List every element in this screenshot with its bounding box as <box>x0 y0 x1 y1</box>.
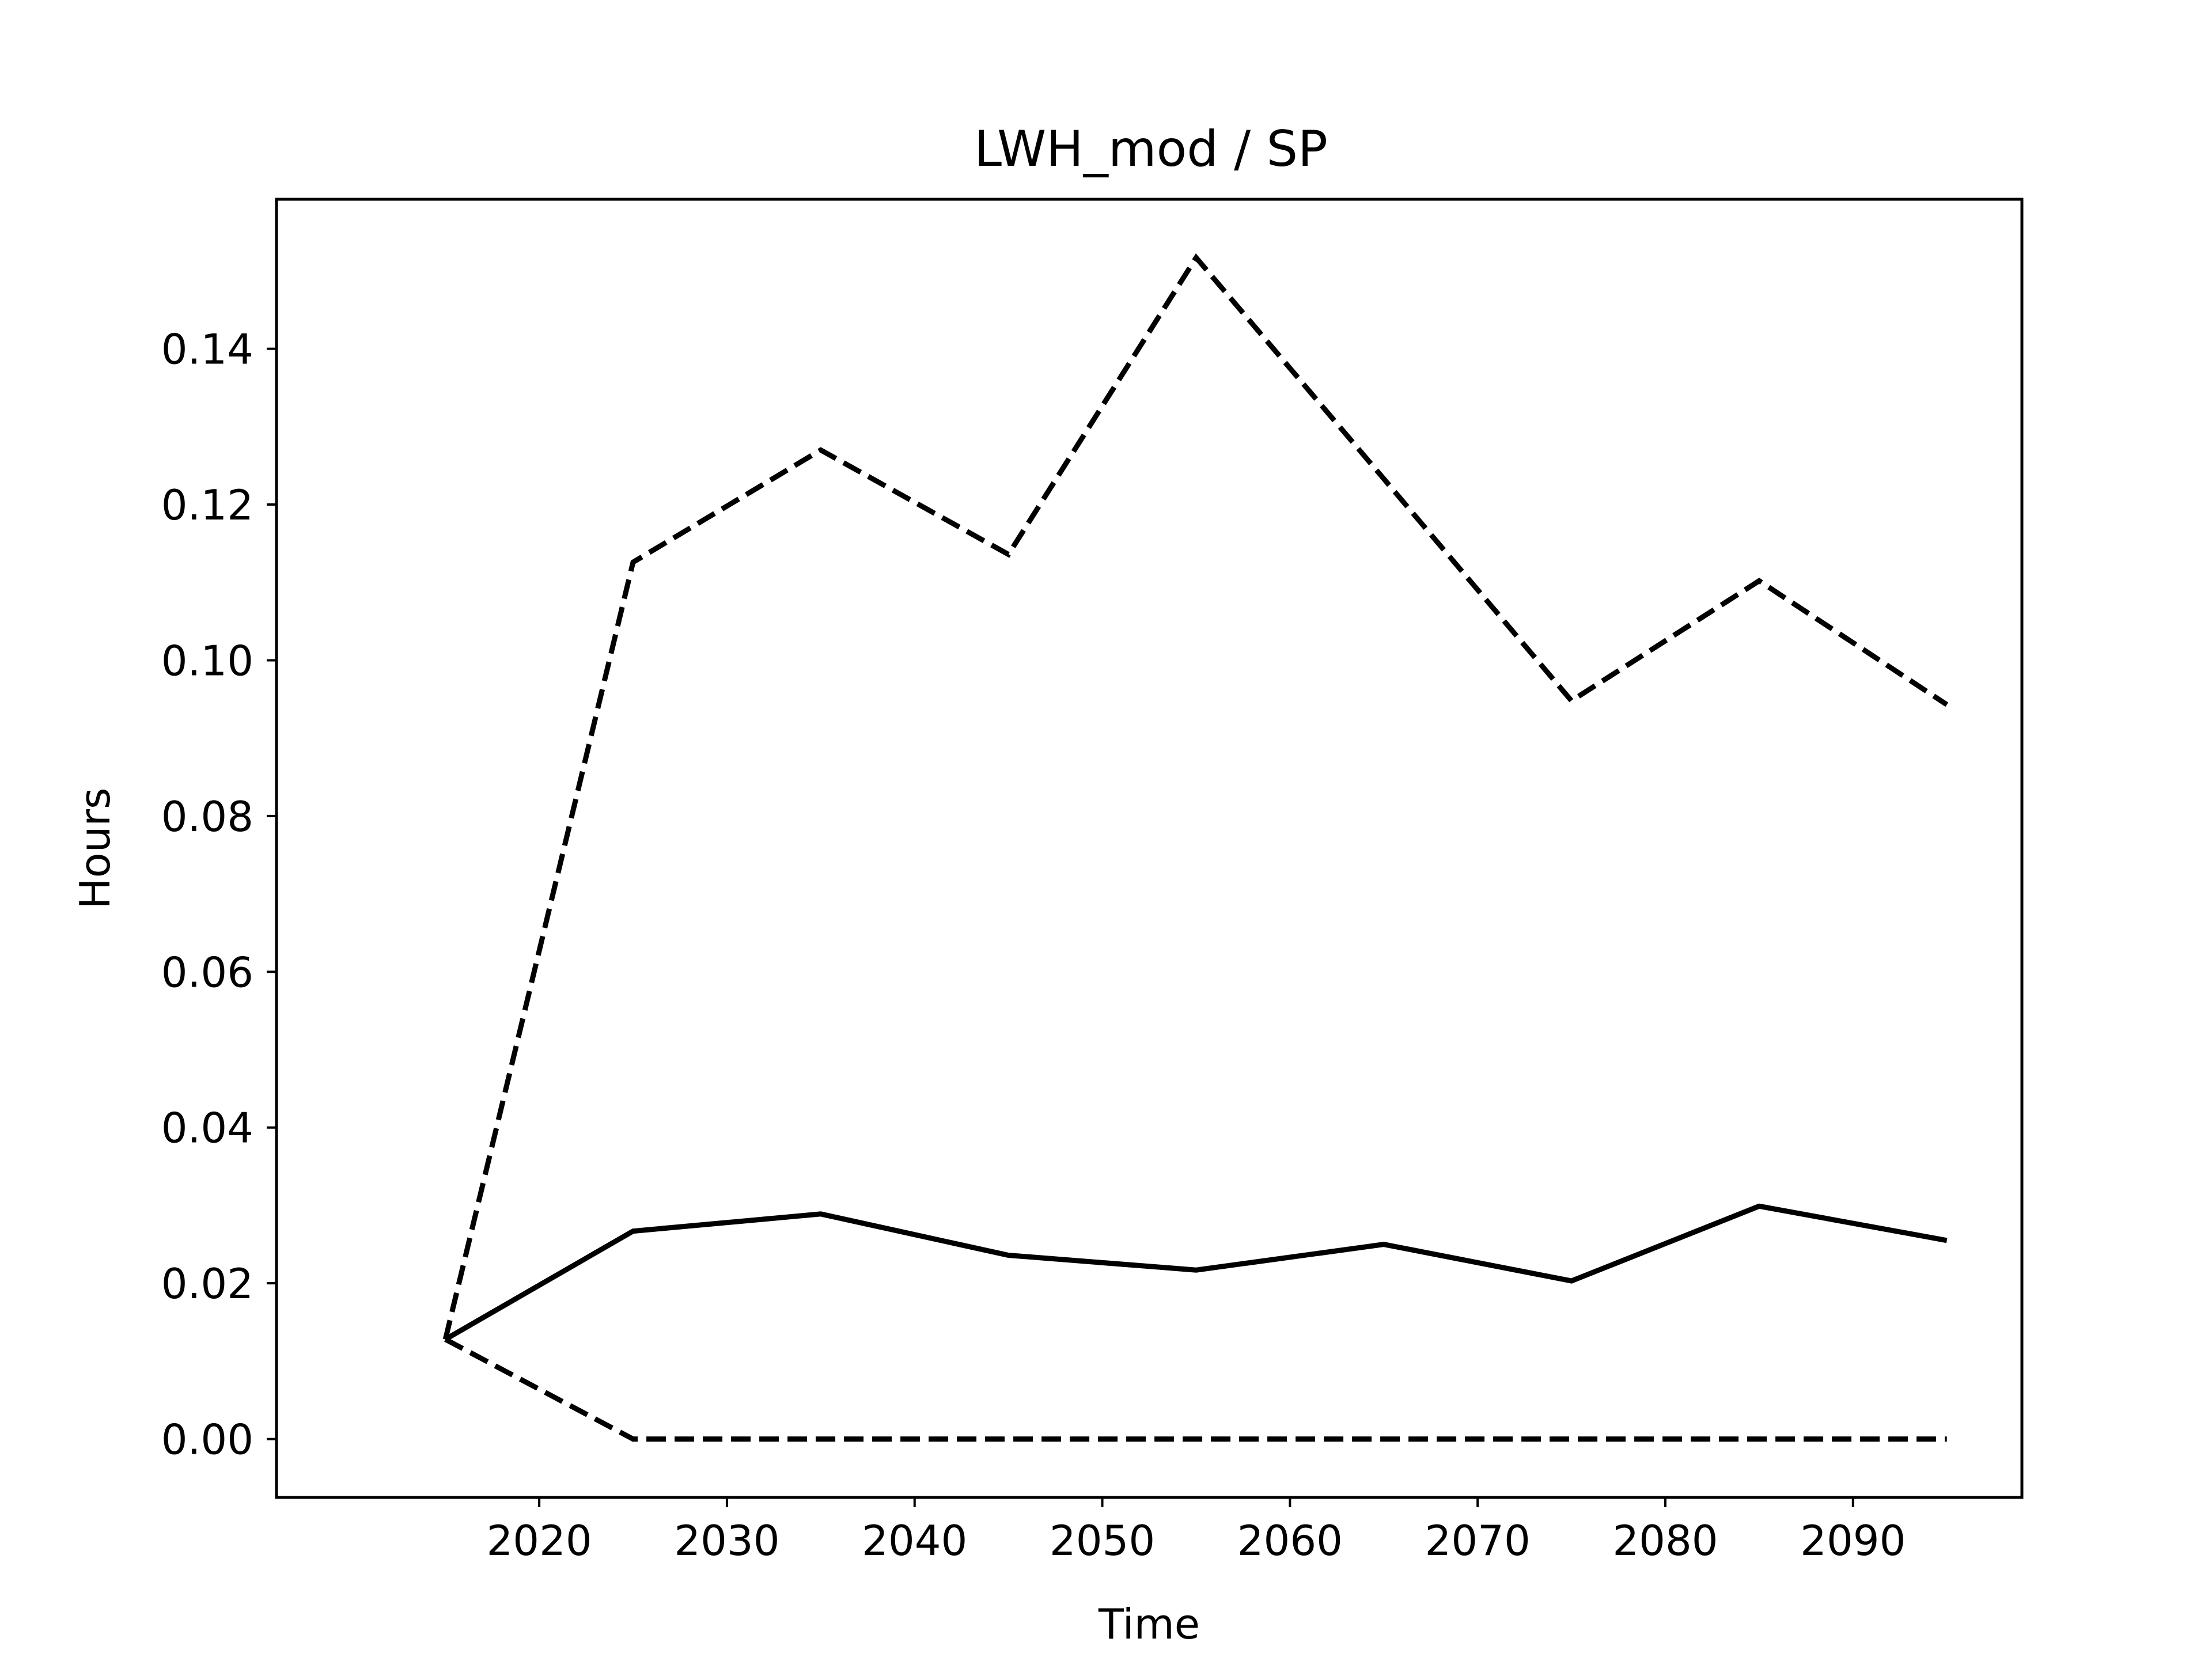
y-tick-label: 0.10 <box>161 636 253 685</box>
chart-title: LWH_mod / SP <box>974 120 1328 178</box>
series-line-2-dashed <box>442 253 1949 1340</box>
y-tick-label: 0.14 <box>161 325 253 374</box>
y-tick-label: 0.06 <box>161 948 253 996</box>
y-tick-label: 0.00 <box>161 1416 253 1464</box>
series-layer <box>442 253 1949 1442</box>
x-tick-label: 2090 <box>1800 1516 1906 1565</box>
series-line-3-dashed <box>444 1337 1947 1442</box>
y-tick-label: 0.08 <box>161 792 253 841</box>
x-axis-label: Time <box>1098 1600 1200 1648</box>
x-tick-label: 2020 <box>487 1516 592 1565</box>
x-tick-label: 2040 <box>862 1516 967 1565</box>
y-axis-label: Hours <box>71 788 119 909</box>
y-tick-label: 0.02 <box>161 1260 253 1308</box>
plot-area <box>275 198 2024 1499</box>
x-tick-label: 2070 <box>1425 1516 1531 1565</box>
x-tick-label: 2080 <box>1612 1516 1718 1565</box>
x-axis: 2020 2030 2040 2050 2060 2070 2080 2090 <box>487 1497 1906 1565</box>
series-line-1-solid <box>444 1203 1948 1342</box>
x-tick-label: 2050 <box>1050 1516 1155 1565</box>
x-tick-label: 2060 <box>1237 1516 1343 1565</box>
y-tick-label: 0.12 <box>161 481 253 529</box>
x-tick-label: 2030 <box>674 1516 779 1565</box>
plot-frame <box>275 198 2024 1499</box>
y-axis: 0.00 0.02 0.04 0.06 0.08 0.10 0.12 0.14 <box>161 325 276 1464</box>
y-tick-label: 0.04 <box>161 1104 253 1152</box>
